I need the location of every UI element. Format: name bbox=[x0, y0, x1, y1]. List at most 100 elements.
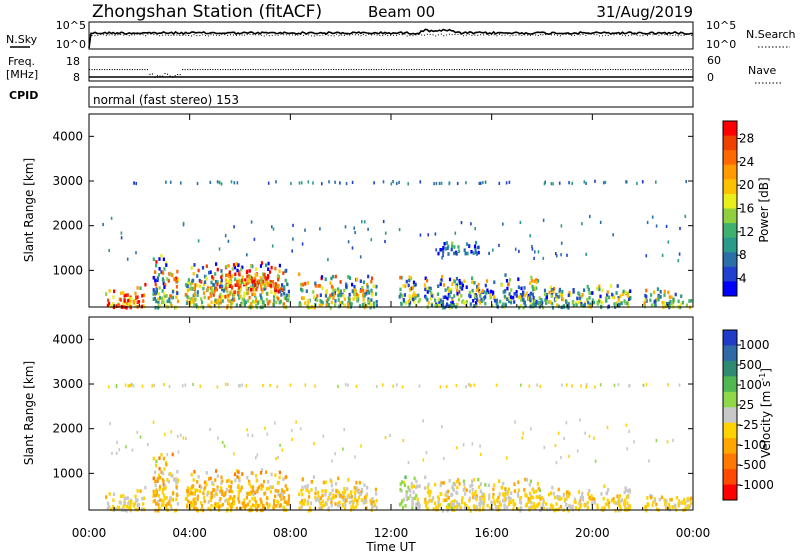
data-cell bbox=[152, 288, 155, 292]
nave-point bbox=[657, 69, 659, 71]
data-cell bbox=[274, 473, 277, 477]
data-cell bbox=[353, 491, 357, 495]
data-cell bbox=[519, 293, 522, 297]
data-cell bbox=[169, 496, 173, 500]
data-cell bbox=[324, 277, 327, 282]
nave-point bbox=[214, 69, 216, 71]
data-cell bbox=[120, 291, 123, 296]
data-cell bbox=[680, 294, 683, 298]
nave-point bbox=[106, 69, 108, 71]
data-cell bbox=[492, 292, 495, 296]
data-cell bbox=[248, 481, 251, 486]
data-cell bbox=[508, 299, 511, 304]
data-cell bbox=[434, 482, 437, 487]
data-cell bbox=[357, 293, 360, 298]
nave-point bbox=[131, 69, 133, 71]
freq-left-tick-bottom: 8 bbox=[73, 71, 80, 84]
data-cell bbox=[239, 279, 242, 283]
data-cell bbox=[456, 181, 459, 186]
data-cell bbox=[207, 506, 210, 511]
data-cell bbox=[270, 265, 273, 270]
data-cell bbox=[653, 290, 656, 295]
nave-point bbox=[162, 75, 164, 77]
data-cell bbox=[650, 303, 653, 307]
nave-point bbox=[501, 69, 503, 71]
data-cell bbox=[330, 284, 333, 289]
data-cell bbox=[461, 498, 464, 502]
nave-point bbox=[164, 73, 166, 75]
data-cell bbox=[473, 281, 476, 285]
data-cell bbox=[553, 508, 556, 513]
data-cell bbox=[136, 498, 139, 502]
data-cell bbox=[510, 491, 513, 495]
colorbar-swatch bbox=[723, 484, 737, 501]
data-cell bbox=[502, 498, 505, 503]
data-cell bbox=[554, 495, 557, 500]
data-cell bbox=[210, 300, 213, 304]
data-cell bbox=[162, 281, 165, 286]
data-cell bbox=[558, 181, 561, 185]
data-cell bbox=[649, 298, 652, 303]
data-cell bbox=[668, 295, 671, 299]
colorbar-swatch bbox=[723, 469, 737, 486]
nave-point bbox=[526, 69, 528, 71]
data-cell bbox=[670, 295, 673, 299]
data-cell bbox=[314, 281, 317, 286]
data-cell bbox=[362, 304, 365, 308]
data-cell bbox=[202, 291, 206, 295]
data-cell bbox=[447, 503, 451, 507]
data-cell bbox=[316, 294, 319, 298]
data-cell bbox=[560, 241, 563, 245]
data-cell bbox=[160, 300, 164, 305]
data-cell bbox=[160, 503, 164, 507]
data-cell bbox=[174, 508, 177, 513]
data-cell bbox=[480, 496, 483, 501]
data-cell bbox=[442, 295, 445, 300]
nave-point bbox=[514, 69, 516, 71]
data-cell bbox=[392, 384, 394, 388]
data-cell bbox=[474, 227, 476, 231]
data-cell bbox=[238, 296, 241, 300]
data-cell bbox=[492, 495, 495, 499]
data-cell bbox=[477, 477, 480, 482]
nave-point bbox=[567, 69, 569, 71]
data-cell bbox=[298, 492, 301, 496]
nave-point bbox=[632, 69, 634, 71]
data-cell bbox=[402, 298, 405, 302]
data-cell bbox=[530, 275, 533, 280]
data-cell bbox=[589, 214, 591, 219]
data-cell bbox=[214, 502, 217, 506]
data-cell bbox=[260, 295, 263, 300]
data-cell bbox=[558, 292, 562, 297]
data-cell bbox=[645, 299, 648, 303]
data-cell bbox=[363, 498, 366, 503]
data-cell bbox=[500, 485, 503, 490]
nave-point bbox=[652, 69, 654, 71]
nave-point bbox=[111, 69, 113, 71]
data-cell bbox=[428, 286, 431, 291]
data-cell bbox=[528, 384, 531, 388]
data-cell bbox=[163, 267, 166, 271]
data-cell bbox=[337, 384, 339, 389]
nave-point bbox=[637, 69, 639, 71]
nave-point bbox=[552, 69, 554, 71]
data-cell bbox=[334, 502, 337, 506]
data-cell bbox=[479, 504, 482, 508]
data-cell bbox=[533, 279, 536, 283]
data-cell bbox=[259, 293, 262, 297]
data-cell bbox=[481, 289, 484, 293]
data-cell bbox=[157, 473, 161, 478]
data-cell bbox=[538, 501, 541, 506]
data-cell bbox=[338, 500, 341, 505]
data-cell bbox=[548, 290, 551, 295]
data-cell bbox=[599, 294, 602, 299]
data-cell bbox=[442, 498, 445, 503]
data-cell bbox=[255, 479, 259, 483]
data-cell bbox=[359, 279, 362, 283]
data-cell bbox=[481, 501, 484, 505]
data-cell bbox=[224, 278, 227, 282]
data-cell bbox=[299, 427, 302, 431]
data-cell bbox=[519, 507, 522, 511]
data-cell bbox=[152, 275, 155, 280]
